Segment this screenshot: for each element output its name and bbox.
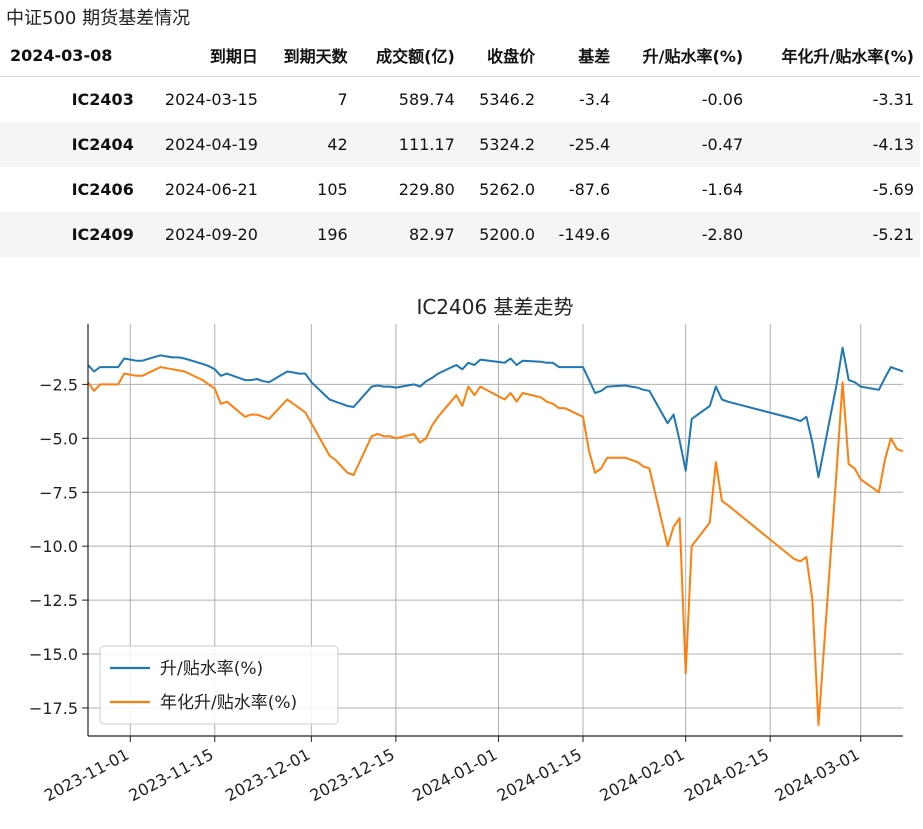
basis-trend-chart: IC2406 基差走势 −2.5 −5.0 −7.5 −10.0 −12.5 −15.0 −… [29, 295, 904, 805]
x-tick-label: 2024-02-01 [597, 745, 688, 805]
header-close: 收盘价 [460, 34, 542, 77]
annualized-rate-line [87, 366, 904, 727]
legend-box [99, 645, 339, 725]
premium-rate: -1.64 [701, 180, 744, 199]
premium-rate: -2.80 [616, 212, 750, 257]
expiry-date: 2024-09-20 [139, 212, 264, 257]
legend: 升/贴水率(%) 年化升/贴水率(%) [99, 645, 339, 725]
y-tick-label: −10.0 [29, 537, 78, 556]
basis: -3.4 [579, 90, 611, 109]
x-tick-label: 2024-03-01 [772, 745, 863, 805]
series-lines [87, 346, 904, 727]
page-caption: 中证500 期货基差情况 [6, 8, 191, 29]
close-price: 5200.0 [460, 212, 542, 257]
basis: -87.6 [568, 180, 611, 199]
contract-code: IC2409 [0, 212, 140, 257]
table-row: IC2403 2024-03-15 7 589.74 5346.2 -3.4 -… [0, 77, 920, 123]
annual-rate: -3.31 [872, 90, 914, 109]
days-to-expiry: 42 [263, 122, 354, 167]
turnover: 82.97 [353, 212, 461, 257]
basis: -25.4 [541, 122, 617, 167]
annual-rate: -5.69 [872, 180, 914, 199]
contract-code: IC2406 [71, 180, 134, 199]
days-to-expiry: 105 [317, 180, 348, 199]
table-row: IC2406 2024-06-21 105 229.80 5262.0 -87.… [0, 167, 920, 212]
expiry-date: 2024-06-21 [164, 180, 258, 199]
header-basis: 基差 [541, 34, 617, 77]
chart-title: IC2406 基差走势 [416, 295, 573, 319]
x-tick-label: 2023-12-01 [222, 745, 313, 805]
close-price: 5346.2 [479, 90, 536, 109]
header-expiry: 到期日 [139, 34, 264, 77]
turnover: 111.17 [353, 122, 461, 167]
contract-code: IC2404 [0, 122, 140, 167]
close-price: 5324.2 [460, 122, 542, 167]
premium-rate-line [87, 346, 904, 479]
table-header-row: 2024-03-08 到期日 到期天数 成交额(亿) 收盘价 基差 升/贴水率(… [0, 34, 920, 77]
header-days: 到期天数 [263, 34, 354, 77]
annual-rate: -4.13 [749, 122, 920, 167]
y-tick-label: −7.5 [39, 483, 78, 502]
x-tick-label: 2024-02-15 [681, 745, 772, 805]
x-tick-label: 2023-12-15 [307, 745, 398, 805]
annual-rate: -5.21 [749, 212, 920, 257]
y-tick-label: −15.0 [29, 645, 78, 664]
y-tick-label: −2.5 [39, 375, 78, 394]
contract-code: IC2403 [71, 90, 134, 109]
turnover: 589.74 [398, 90, 455, 109]
close-price: 5262.0 [479, 180, 536, 199]
expiry-date: 2024-03-15 [164, 90, 258, 109]
header-date: 2024-03-08 [0, 34, 140, 77]
legend-label: 年化升/贴水率(%) [160, 693, 297, 713]
table-row: IC2404 2024-04-19 42 111.17 5324.2 -25.4… [0, 122, 920, 167]
y-tick-label: −5.0 [39, 429, 78, 448]
x-tick-label: 2024-01-15 [494, 745, 585, 805]
header-annual-rate: 年化升/贴水率(%) [749, 34, 920, 77]
basis: -149.6 [541, 212, 617, 257]
turnover: 229.80 [398, 180, 455, 199]
table-row: IC2409 2024-09-20 196 82.97 5200.0 -149.… [0, 212, 920, 257]
y-tick-label: −17.5 [29, 699, 78, 718]
legend-label: 升/贴水率(%) [160, 659, 263, 679]
premium-rate: -0.47 [616, 122, 750, 167]
y-tick-label: −12.5 [29, 591, 78, 610]
days-to-expiry: 7 [337, 90, 348, 109]
days-to-expiry: 196 [263, 212, 354, 257]
x-tick-label: 2023-11-01 [41, 745, 132, 805]
header-premium-rate: 升/贴水率(%) [616, 34, 750, 77]
x-tick-label: 2024-01-01 [409, 745, 500, 805]
premium-rate: -0.06 [701, 90, 744, 109]
x-tick-label: 2023-11-15 [126, 745, 217, 805]
basis-table: 2024-03-08 到期日 到期天数 成交额(亿) 收盘价 基差 升/贴水率(… [0, 34, 920, 257]
header-turnover: 成交额(亿) [353, 34, 461, 77]
expiry-date: 2024-04-19 [139, 122, 264, 167]
